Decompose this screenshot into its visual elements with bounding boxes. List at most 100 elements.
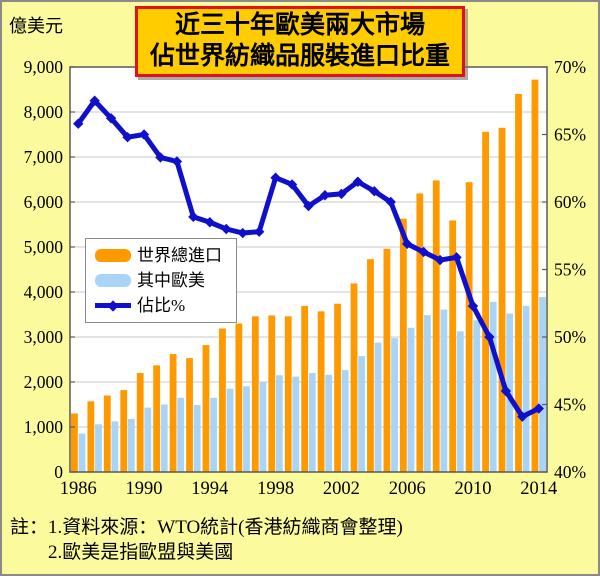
left-axis-tick-label: 3,000 bbox=[24, 327, 64, 347]
eu-us-bar bbox=[341, 370, 349, 472]
eu-us-bar bbox=[144, 407, 152, 472]
share-line-marker bbox=[369, 186, 380, 197]
world-imports-bar bbox=[416, 193, 424, 472]
eu-us-bar bbox=[193, 404, 201, 472]
world-imports-bar bbox=[186, 358, 193, 472]
share-line-marker bbox=[484, 331, 495, 343]
world-imports-bar bbox=[334, 303, 341, 472]
share-line-marker bbox=[303, 200, 314, 212]
eu-us-bar bbox=[177, 397, 185, 472]
right-axis-tick-label: 40% bbox=[554, 462, 586, 482]
x-axis-tick-label: 2006 bbox=[389, 479, 426, 499]
eu-us-bar bbox=[522, 305, 530, 472]
world-imports-bar bbox=[350, 283, 358, 472]
legend-item-share: 佔比% bbox=[95, 297, 227, 314]
share-line-marker bbox=[434, 254, 446, 266]
world-imports-bar bbox=[136, 373, 144, 472]
right-axis-tick-label: 70% bbox=[554, 57, 586, 77]
world-imports-bar bbox=[482, 131, 490, 473]
world-imports-bar bbox=[301, 305, 309, 472]
eu-us-bar bbox=[358, 356, 366, 472]
share-line-marker bbox=[500, 385, 512, 397]
share-line-marker bbox=[253, 226, 265, 237]
share-line-marker bbox=[352, 176, 364, 187]
x-axis-tick-label: 1986 bbox=[60, 479, 97, 499]
eu-us-swatch bbox=[95, 274, 131, 287]
share-line-marker bbox=[270, 172, 281, 183]
world-imports-bar bbox=[465, 182, 473, 472]
world-imports-bar bbox=[251, 316, 259, 472]
share-line-swatch bbox=[95, 299, 131, 312]
legend-item-eu-us: 其中歐美 bbox=[95, 272, 227, 289]
eu-us-bar bbox=[226, 388, 234, 472]
world-imports-bar bbox=[432, 180, 440, 472]
share-line-marker bbox=[204, 217, 216, 228]
eu-us-bar bbox=[440, 309, 448, 472]
right-axis-tick-label: 60% bbox=[554, 192, 586, 212]
world-imports-bar bbox=[103, 395, 111, 472]
share-line-marker bbox=[418, 246, 429, 258]
footnote-line1: 註：1.資料來源：WTO統計(香港紡織商會整理) bbox=[10, 515, 403, 540]
share-line-marker bbox=[401, 238, 413, 250]
share-line-marker bbox=[467, 300, 479, 312]
share-line-marker bbox=[385, 196, 396, 208]
world-imports-bar bbox=[87, 401, 95, 472]
eu-us-bar bbox=[391, 338, 398, 472]
share-line-marker bbox=[451, 252, 462, 263]
world-imports-bar bbox=[367, 259, 374, 472]
share-line-marker bbox=[336, 188, 347, 200]
eu-us-bar bbox=[308, 373, 316, 472]
eu-us-bar bbox=[407, 327, 415, 472]
x-axis-tick-label: 1998 bbox=[257, 479, 294, 499]
world-imports-bar bbox=[383, 248, 391, 472]
world-imports-bar bbox=[531, 79, 539, 472]
world-imports-swatch bbox=[95, 249, 131, 262]
share-line-marker bbox=[73, 118, 84, 129]
x-axis-tick-label: 2014 bbox=[520, 479, 557, 499]
left-axis-unit-label: 億美元 bbox=[9, 16, 63, 36]
eu-us-bar bbox=[473, 320, 481, 472]
share-line-marker bbox=[89, 95, 100, 106]
share-line-marker bbox=[171, 156, 183, 167]
share-line-marker bbox=[533, 403, 544, 414]
x-axis-tick-label: 2002 bbox=[323, 479, 360, 499]
world-imports-bar bbox=[399, 218, 407, 472]
world-imports-bar bbox=[71, 413, 78, 472]
eu-us-bar bbox=[95, 424, 102, 472]
legend: 世界總進口 其中歐美 佔比% bbox=[85, 238, 237, 323]
footnotes: 註：1.資料來源：WTO統計(香港紡織商會整理) 2.歐美是指歐盟與美國 bbox=[10, 515, 403, 565]
legend-item-world-imports: 世界總進口 bbox=[95, 247, 227, 264]
right-axis-tick-label: 50% bbox=[554, 327, 586, 347]
world-imports-bar bbox=[120, 390, 128, 472]
share-line-marker bbox=[286, 179, 298, 190]
world-imports-bar bbox=[268, 315, 276, 472]
chart-title-line1: 近三十年歐美兩大市場 bbox=[174, 12, 426, 39]
eu-us-bar bbox=[210, 397, 217, 472]
left-axis-tick-label: 8,000 bbox=[24, 102, 64, 122]
eu-us-bar bbox=[539, 296, 546, 472]
eu-us-bar bbox=[424, 315, 431, 472]
share-line-marker bbox=[122, 132, 133, 143]
share-line-marker bbox=[221, 223, 232, 235]
right-axis-tick-label: 45% bbox=[554, 395, 586, 415]
world-imports-bar bbox=[153, 365, 161, 472]
eu-us-bar bbox=[489, 301, 497, 472]
world-imports-bar bbox=[219, 328, 226, 472]
chart-title: 近三十年歐美兩大市場 佔世界紡織品服裝進口比重 bbox=[134, 6, 466, 77]
world-imports-bar bbox=[202, 345, 210, 472]
left-axis-tick-label: 6,000 bbox=[24, 192, 64, 212]
eu-us-bar bbox=[325, 374, 333, 472]
left-axis-tick-label: 5,000 bbox=[24, 237, 64, 257]
right-axis-tick-label: 55% bbox=[554, 260, 586, 280]
eu-us-bar bbox=[456, 331, 464, 472]
legend-label-eu-us: 其中歐美 bbox=[137, 271, 205, 290]
footnote-line2: 2.歐美是指歐盟與美國 bbox=[48, 542, 234, 564]
eu-us-bar bbox=[160, 404, 168, 472]
eu-us-bar bbox=[275, 375, 283, 472]
x-axis-tick-label: 1990 bbox=[126, 479, 163, 499]
eu-us-bar bbox=[127, 418, 135, 472]
left-axis-tick-label: 0 bbox=[54, 462, 63, 482]
share-line-marker bbox=[188, 211, 199, 223]
